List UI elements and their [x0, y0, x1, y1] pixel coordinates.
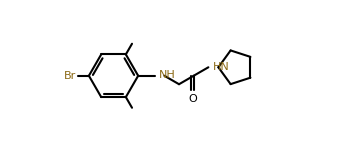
Text: HN: HN	[213, 61, 230, 72]
Text: NH: NH	[159, 70, 176, 80]
Text: Br: Br	[64, 71, 76, 81]
Text: O: O	[188, 94, 197, 104]
